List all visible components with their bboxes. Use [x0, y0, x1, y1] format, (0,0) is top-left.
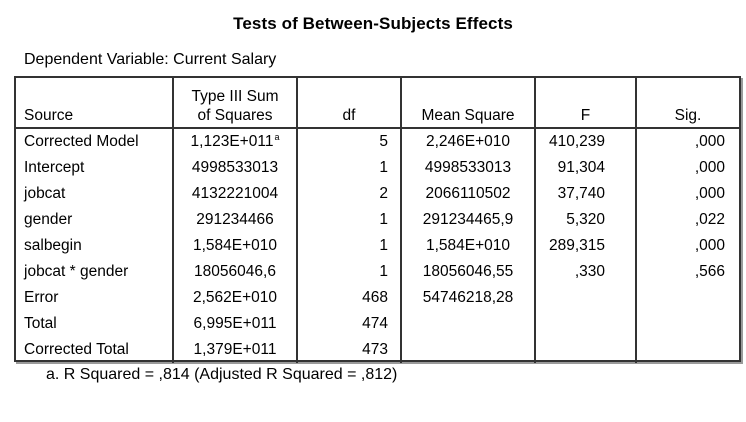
cell-mean-square [400, 337, 535, 363]
table-row: Corrected Total 1,379E+011 473 [16, 337, 739, 363]
table-row: jobcat * gender 18056046,6 1 18056046,55… [16, 259, 739, 285]
cell-source: salbegin [24, 237, 82, 254]
cell-sum-of-squares: 1,584E+010 [172, 233, 297, 259]
table-row: jobcat 4132221004 2 2066110502 37,740 ,0… [16, 181, 739, 207]
ss-value: 1,123E+011 [190, 133, 274, 150]
cell-mean-square: 2066110502 [400, 181, 535, 207]
cell-mean-square: 4998533013 [400, 155, 535, 181]
header-sig: Sig. [635, 78, 739, 129]
table-row: Intercept 4998533013 1 4998533013 91,304… [16, 155, 739, 181]
header-ss-line2: of Squares [197, 107, 273, 124]
cell-mean-square: 2,246E+010 [400, 128, 535, 155]
header-f: F [534, 78, 636, 129]
cell-source: jobcat [24, 185, 66, 202]
cell-mean-square: 54746218,28 [400, 285, 535, 311]
header-sum-of-squares: Type III Sum of Squares [172, 78, 297, 129]
cell-df: 1 [296, 155, 401, 181]
cell-mean-square: 1,584E+010 [400, 233, 535, 259]
cell-f: 410,239 [534, 128, 636, 155]
cell-f: 91,304 [534, 155, 636, 181]
cell-df: 2 [296, 181, 401, 207]
cell-source: gender [24, 211, 73, 228]
table-header-row: Source Type III Sum of Squares df Mean S… [16, 78, 739, 129]
cell-df: 1 [296, 259, 401, 285]
cell-f: ,330 [534, 259, 636, 285]
cell-sig [635, 337, 739, 363]
cell-sig: ,000 [635, 181, 739, 207]
cell-source: Error [24, 289, 59, 306]
cell-sig: ,000 [635, 128, 739, 155]
cell-mean-square [400, 311, 535, 337]
cell-source: Intercept [24, 159, 85, 176]
cell-mean-square: 291234465,9 [400, 207, 535, 233]
header-df: df [296, 78, 401, 129]
cell-sum-of-squares: 18056046,6 [172, 259, 297, 285]
cell-sum-of-squares: 6,995E+011 [172, 311, 297, 337]
header-source: Source [16, 78, 173, 129]
cell-sig [635, 311, 739, 337]
cell-source: Corrected Total [24, 341, 129, 358]
cell-sig: ,000 [635, 233, 739, 259]
cell-f [534, 311, 636, 337]
cell-df: 474 [296, 311, 401, 337]
cell-source: Corrected Model [24, 133, 139, 150]
header-ss-line1: Type III Sum [191, 88, 279, 105]
footnote-marker: a [274, 131, 280, 142]
table-row: Total 6,995E+011 474 [16, 311, 739, 337]
between-subjects-effects-table: Source Type III Sum of Squares df Mean S… [16, 78, 739, 363]
table-footnote: a. R Squared = ,814 (Adjusted R Squared … [46, 366, 398, 383]
cell-df: 1 [296, 233, 401, 259]
cell-f [534, 285, 636, 311]
cell-f: 37,740 [534, 181, 636, 207]
table-row: gender 291234466 1 291234465,9 5,320 ,02… [16, 207, 739, 233]
cell-df: 473 [296, 337, 401, 363]
cell-f [534, 337, 636, 363]
cell-sum-of-squares: 2,562E+010 [172, 285, 297, 311]
cell-df: 1 [296, 207, 401, 233]
cell-sum-of-squares: 4998533013 [172, 155, 297, 181]
cell-df: 468 [296, 285, 401, 311]
cell-mean-square: 18056046,55 [400, 259, 535, 285]
cell-f: 5,320 [534, 207, 636, 233]
cell-sig: ,566 [635, 259, 739, 285]
cell-sig: ,022 [635, 207, 739, 233]
cell-source: Total [24, 315, 57, 332]
table-row: Corrected Model 1,123E+011a 5 2,246E+010… [16, 128, 739, 155]
cell-sig [635, 285, 739, 311]
cell-f: 289,315 [534, 233, 636, 259]
table-row: Error 2,562E+010 468 54746218,28 [16, 285, 739, 311]
cell-df: 5 [296, 128, 401, 155]
header-mean-square: Mean Square [400, 78, 535, 129]
cell-source: jobcat * gender [24, 263, 129, 280]
anova-table-container: Source Type III Sum of Squares df Mean S… [14, 76, 741, 363]
cell-sum-of-squares: 291234466 [172, 207, 297, 233]
cell-sum-of-squares: 1,123E+011a [172, 128, 297, 155]
cell-sum-of-squares: 1,379E+011 [172, 337, 297, 363]
table-row: salbegin 1,584E+010 1 1,584E+010 289,315… [16, 233, 739, 259]
cell-sum-of-squares: 4132221004 [172, 181, 297, 207]
dependent-variable-label: Dependent Variable: Current Salary [24, 51, 277, 68]
cell-sig: ,000 [635, 155, 739, 181]
table-title: Tests of Between-Subjects Effects [233, 14, 513, 33]
